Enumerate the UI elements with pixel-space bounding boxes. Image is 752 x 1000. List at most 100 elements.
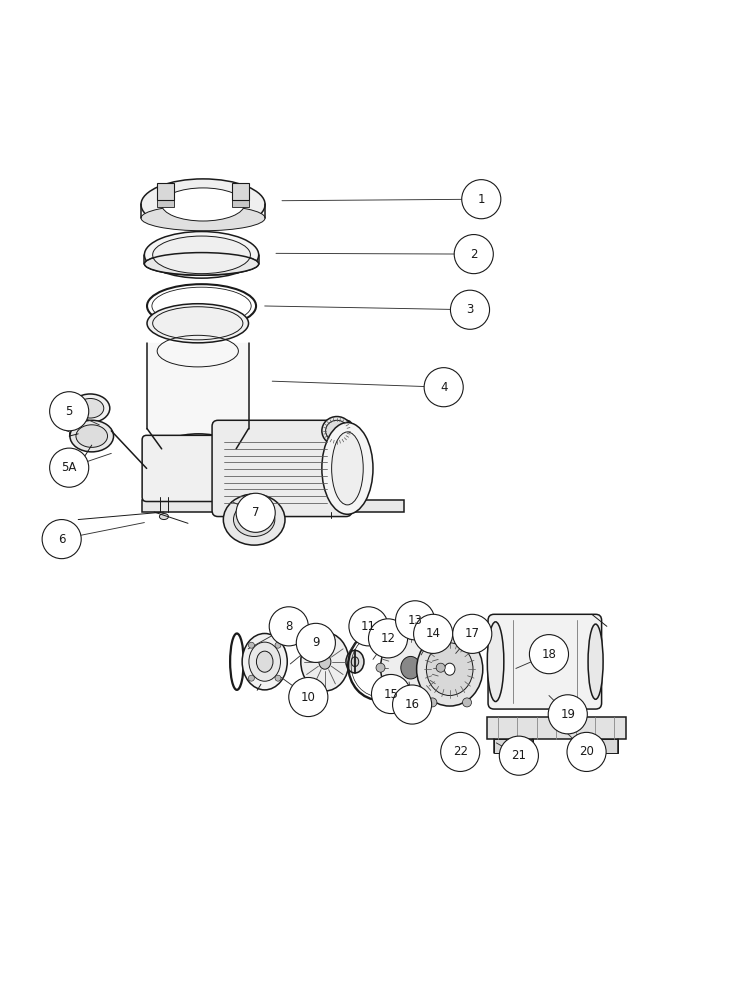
Ellipse shape [326, 420, 348, 441]
Circle shape [42, 520, 81, 559]
Circle shape [414, 614, 453, 653]
Circle shape [436, 663, 445, 672]
Text: 2: 2 [470, 248, 478, 261]
FancyBboxPatch shape [579, 739, 618, 753]
Circle shape [349, 607, 388, 646]
Ellipse shape [346, 650, 364, 673]
Ellipse shape [223, 494, 285, 545]
Circle shape [462, 180, 501, 219]
FancyBboxPatch shape [488, 614, 602, 709]
Circle shape [424, 368, 463, 407]
Text: 3: 3 [466, 303, 474, 316]
Ellipse shape [401, 656, 420, 679]
Text: 21: 21 [511, 749, 526, 762]
Ellipse shape [153, 236, 250, 274]
Ellipse shape [588, 624, 603, 699]
Text: 10: 10 [301, 691, 316, 704]
Circle shape [368, 619, 408, 658]
Ellipse shape [322, 423, 373, 514]
Ellipse shape [242, 633, 287, 690]
Circle shape [248, 675, 254, 681]
Text: 16: 16 [405, 698, 420, 711]
Text: 13: 13 [408, 614, 423, 627]
Circle shape [428, 631, 437, 640]
Circle shape [248, 642, 254, 648]
Circle shape [371, 674, 411, 714]
Circle shape [462, 631, 472, 640]
Polygon shape [232, 200, 249, 207]
Ellipse shape [71, 394, 110, 423]
Ellipse shape [444, 663, 455, 675]
Ellipse shape [162, 188, 244, 221]
Text: 22: 22 [453, 745, 468, 758]
Circle shape [50, 392, 89, 431]
FancyBboxPatch shape [487, 717, 626, 739]
Circle shape [275, 675, 281, 681]
Text: 11: 11 [361, 620, 376, 633]
Ellipse shape [426, 643, 473, 696]
FancyBboxPatch shape [142, 435, 308, 502]
Circle shape [396, 601, 435, 640]
Ellipse shape [256, 651, 273, 672]
Circle shape [462, 698, 472, 707]
Circle shape [296, 623, 335, 662]
Circle shape [499, 736, 538, 775]
Ellipse shape [144, 252, 259, 276]
Ellipse shape [141, 205, 265, 231]
Ellipse shape [332, 432, 363, 505]
Text: 4: 4 [440, 381, 447, 394]
FancyBboxPatch shape [142, 500, 404, 512]
Text: 6: 6 [58, 533, 65, 546]
Text: 7: 7 [252, 506, 259, 519]
Ellipse shape [233, 503, 275, 536]
Circle shape [454, 235, 493, 274]
Ellipse shape [417, 632, 483, 706]
FancyBboxPatch shape [157, 183, 174, 200]
Text: 1: 1 [478, 193, 485, 206]
Circle shape [289, 677, 328, 717]
Polygon shape [157, 200, 174, 207]
Polygon shape [147, 343, 248, 449]
Text: 12: 12 [381, 632, 396, 645]
Ellipse shape [141, 179, 265, 230]
Ellipse shape [487, 622, 504, 702]
Text: 8: 8 [285, 620, 293, 633]
Circle shape [450, 290, 490, 329]
Ellipse shape [322, 417, 352, 445]
Ellipse shape [76, 425, 108, 447]
Text: 18: 18 [541, 648, 556, 661]
Ellipse shape [351, 657, 359, 667]
FancyBboxPatch shape [212, 420, 352, 517]
FancyBboxPatch shape [494, 739, 533, 753]
Ellipse shape [162, 434, 236, 464]
Circle shape [236, 493, 275, 532]
Circle shape [406, 630, 415, 639]
Ellipse shape [319, 654, 331, 669]
Circle shape [529, 635, 569, 674]
Circle shape [269, 607, 308, 646]
Circle shape [393, 685, 432, 724]
Text: 20: 20 [579, 745, 594, 758]
Ellipse shape [159, 514, 168, 520]
Circle shape [548, 695, 587, 734]
Ellipse shape [381, 634, 441, 702]
Text: 9: 9 [312, 636, 320, 649]
Circle shape [406, 696, 415, 705]
Circle shape [453, 614, 492, 653]
Text: 5: 5 [65, 405, 73, 418]
Circle shape [50, 448, 89, 487]
Ellipse shape [70, 420, 114, 452]
Circle shape [376, 663, 385, 672]
Text: 17: 17 [465, 627, 480, 640]
Text: 14: 14 [426, 627, 441, 640]
Text: 5A: 5A [62, 461, 77, 474]
Circle shape [567, 732, 606, 771]
Text: 19: 19 [560, 708, 575, 721]
Circle shape [441, 732, 480, 771]
Ellipse shape [144, 232, 259, 278]
Circle shape [428, 698, 437, 707]
Ellipse shape [77, 398, 104, 418]
Ellipse shape [147, 304, 248, 343]
Ellipse shape [301, 632, 349, 691]
Text: 15: 15 [384, 688, 399, 701]
